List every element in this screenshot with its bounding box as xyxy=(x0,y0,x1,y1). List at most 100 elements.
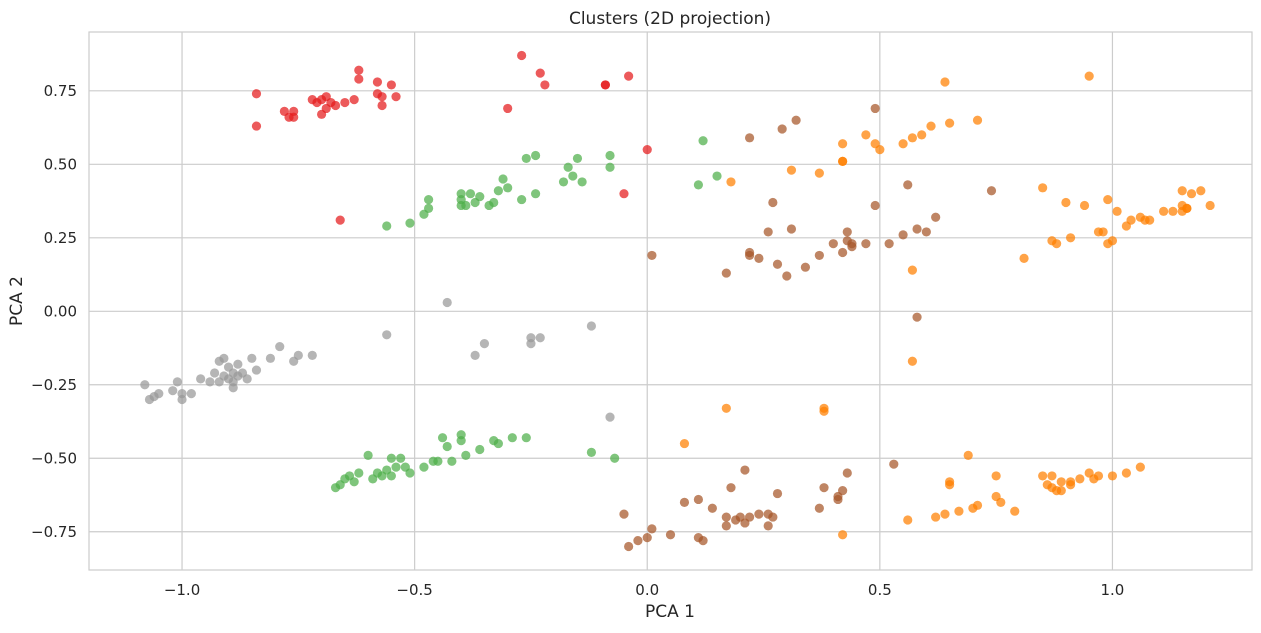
data-point-cluster-1 xyxy=(465,189,476,199)
data-point-cluster-4 xyxy=(1107,471,1118,481)
data-point-cluster-2 xyxy=(186,389,196,399)
x-tick-label: −0.5 xyxy=(396,581,432,599)
data-point-cluster-4 xyxy=(838,156,848,166)
data-point-cluster-1 xyxy=(405,468,415,478)
data-point-cluster-1 xyxy=(530,189,541,199)
data-point-cluster-2 xyxy=(382,330,392,340)
data-point-cluster-3 xyxy=(819,483,829,493)
data-point-cluster-3 xyxy=(912,312,922,322)
data-point-cluster-4 xyxy=(1205,200,1215,211)
data-point-cluster-4 xyxy=(972,115,983,125)
data-point-cluster-2 xyxy=(210,368,220,378)
data-point-cluster-1 xyxy=(568,171,578,181)
data-point-cluster-4 xyxy=(1098,227,1108,237)
data-point-cluster-0 xyxy=(289,112,299,122)
data-point-cluster-3 xyxy=(726,483,736,493)
data-point-cluster-1 xyxy=(423,203,434,213)
data-point-cluster-4 xyxy=(1065,233,1076,243)
data-point-cluster-3 xyxy=(912,224,922,234)
data-point-cluster-0 xyxy=(600,80,610,90)
data-point-cluster-4 xyxy=(1186,189,1197,199)
data-point-cluster-1 xyxy=(605,150,615,161)
data-point-cluster-3 xyxy=(931,212,941,222)
data-point-cluster-2 xyxy=(177,394,187,405)
data-point-cluster-4 xyxy=(1047,471,1057,481)
data-point-cluster-1 xyxy=(498,174,508,184)
data-point-cluster-0 xyxy=(642,144,652,155)
data-point-cluster-4 xyxy=(1135,462,1145,472)
data-point-cluster-2 xyxy=(242,374,252,384)
data-point-cluster-4 xyxy=(814,168,824,178)
y-tick-label: 0.25 xyxy=(44,229,77,247)
data-point-cluster-4 xyxy=(917,130,927,140)
data-point-cluster-3 xyxy=(647,250,657,261)
data-point-cluster-3 xyxy=(898,230,908,240)
data-point-cluster-3 xyxy=(772,259,783,269)
data-point-cluster-1 xyxy=(503,183,513,193)
data-point-cluster-4 xyxy=(945,480,955,490)
data-point-cluster-3 xyxy=(744,512,755,522)
data-point-cluster-4 xyxy=(1038,471,1048,481)
data-point-cluster-1 xyxy=(493,438,503,449)
data-point-cluster-1 xyxy=(349,477,359,487)
data-point-cluster-0 xyxy=(624,71,634,81)
data-point-cluster-3 xyxy=(861,239,871,249)
data-point-cluster-2 xyxy=(196,374,206,384)
data-point-cluster-3 xyxy=(744,247,755,258)
data-point-cluster-4 xyxy=(1103,194,1113,205)
data-point-cluster-2 xyxy=(154,389,164,399)
data-point-cluster-1 xyxy=(605,162,615,172)
data-point-cluster-3 xyxy=(791,115,801,125)
data-point-cluster-1 xyxy=(530,150,541,161)
data-point-cluster-3 xyxy=(721,521,731,531)
data-point-cluster-4 xyxy=(861,130,871,140)
y-tick-label: −0.75 xyxy=(31,523,77,541)
data-point-cluster-0 xyxy=(372,77,383,87)
data-point-cluster-0 xyxy=(540,80,550,90)
data-point-cluster-3 xyxy=(679,497,690,507)
data-point-cluster-1 xyxy=(456,189,466,199)
data-point-cluster-3 xyxy=(698,536,708,546)
data-point-cluster-3 xyxy=(768,197,778,208)
data-point-cluster-2 xyxy=(233,359,243,369)
data-point-cluster-2 xyxy=(247,353,257,363)
data-point-cluster-0 xyxy=(391,92,401,102)
data-point-cluster-0 xyxy=(335,215,345,225)
data-point-cluster-3 xyxy=(624,541,634,552)
data-point-cluster-3 xyxy=(838,247,848,258)
data-point-cluster-1 xyxy=(433,456,443,466)
x-axis-label: PCA 1 xyxy=(645,602,695,622)
data-point-cluster-2 xyxy=(526,333,536,343)
data-point-cluster-1 xyxy=(521,153,531,164)
data-point-cluster-4 xyxy=(721,403,731,413)
data-point-cluster-1 xyxy=(577,177,587,187)
chart-title: Clusters (2D projection) xyxy=(569,9,771,29)
data-point-cluster-4 xyxy=(1107,236,1118,246)
data-point-cluster-4 xyxy=(903,515,913,525)
data-point-cluster-3 xyxy=(847,239,857,249)
data-point-cluster-2 xyxy=(140,380,150,390)
data-point-cluster-3 xyxy=(772,488,783,499)
data-point-cluster-3 xyxy=(740,465,750,475)
data-point-cluster-4 xyxy=(1038,183,1048,193)
data-point-cluster-4 xyxy=(931,512,941,522)
data-point-cluster-1 xyxy=(354,468,364,478)
data-point-cluster-2 xyxy=(168,386,178,396)
data-point-cluster-4 xyxy=(1019,253,1029,263)
y-tick-label: −0.50 xyxy=(31,449,77,467)
data-point-cluster-0 xyxy=(340,97,350,108)
data-point-cluster-0 xyxy=(251,121,262,131)
data-point-cluster-4 xyxy=(1056,486,1066,496)
data-point-cluster-1 xyxy=(586,447,597,458)
data-point-cluster-4 xyxy=(1093,471,1104,481)
data-point-cluster-1 xyxy=(442,441,452,452)
data-point-cluster-4 xyxy=(996,497,1006,507)
data-point-cluster-4 xyxy=(1159,206,1169,216)
data-point-cluster-1 xyxy=(507,433,517,443)
data-point-cluster-1 xyxy=(386,471,396,481)
data-point-cluster-4 xyxy=(1168,206,1178,216)
data-point-cluster-3 xyxy=(921,227,931,237)
data-point-cluster-0 xyxy=(251,89,262,99)
data-point-cluster-4 xyxy=(875,144,885,155)
